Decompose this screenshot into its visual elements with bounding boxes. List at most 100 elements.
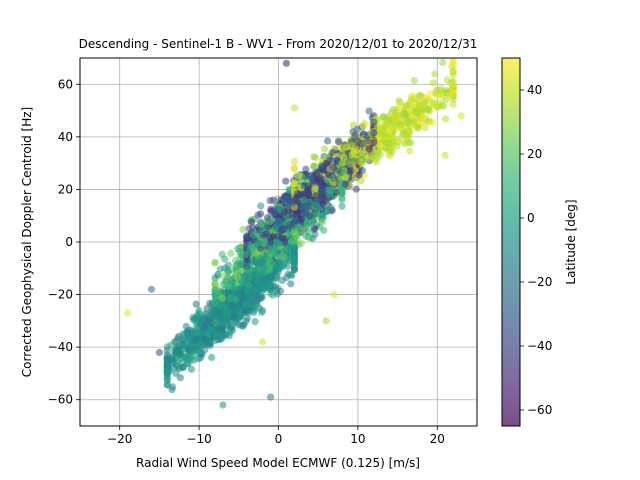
scatter-point	[339, 144, 347, 152]
scatter-point	[288, 237, 296, 245]
scatter-point	[271, 224, 279, 232]
scatter-point	[370, 138, 378, 147]
scatter-point	[259, 232, 267, 240]
scatter-point	[411, 107, 419, 115]
scatter-point	[195, 321, 203, 329]
scatter-point	[267, 260, 275, 268]
scatter-point	[211, 274, 219, 282]
scatter-point	[385, 139, 393, 147]
scatter-point	[426, 89, 434, 98]
scatter-point	[312, 171, 320, 179]
scatter-point	[290, 219, 298, 227]
scatter-point	[248, 242, 256, 250]
scatter-point	[421, 124, 429, 132]
y-tick-label: 40	[58, 130, 73, 144]
scatter-point	[196, 348, 204, 356]
scatter-point	[282, 59, 290, 67]
x-tick-label: −20	[107, 432, 132, 446]
scatter-point	[225, 282, 233, 290]
scatter-point	[382, 119, 390, 127]
scatter-point	[407, 95, 415, 103]
colorbar-tick-label: 20	[527, 147, 542, 161]
scatter-point	[442, 115, 450, 123]
scatter-point	[406, 139, 415, 147]
x-axis-label: Radial Wind Speed Model ECMWF (0.125) [m…	[136, 456, 420, 470]
scatter-point	[191, 343, 199, 351]
scatter-point	[266, 197, 274, 205]
scatter-point	[258, 308, 266, 316]
scatter-point	[241, 251, 250, 259]
scatter-point	[206, 341, 214, 350]
colorbar-tick-label: 40	[527, 83, 542, 97]
scatter-point	[215, 324, 223, 332]
scatter-point	[163, 346, 171, 355]
scatter-point	[386, 126, 394, 134]
scatter-point	[163, 366, 171, 375]
scatter-point	[282, 177, 290, 185]
scatter-point	[388, 148, 396, 156]
scatter-point	[236, 261, 244, 269]
scatter-point	[249, 231, 257, 239]
scatter-point	[221, 255, 229, 263]
scatter-point	[310, 153, 318, 161]
scatter-point	[167, 341, 175, 349]
y-tick-label: −60	[48, 393, 73, 407]
scatter-point	[429, 79, 437, 87]
scatter-point	[227, 249, 235, 257]
scatter-point	[290, 259, 298, 267]
scatter-point	[239, 225, 247, 233]
scatter-point	[338, 202, 346, 210]
scatter-point	[365, 107, 373, 115]
scatter-point	[405, 127, 413, 135]
scatter-point	[406, 147, 414, 155]
scatter-point	[267, 393, 275, 401]
scatter-point	[359, 157, 367, 165]
scatter-point	[270, 282, 279, 290]
scatter-point	[402, 101, 411, 109]
x-tick-label: 0	[275, 432, 283, 446]
scatter-point	[237, 278, 245, 286]
scatter-point	[342, 173, 350, 181]
scatter-point	[410, 118, 418, 126]
scatter-point	[264, 284, 273, 292]
scatter-point	[401, 140, 409, 148]
colorbar-tick-label: −60	[527, 403, 552, 417]
scatter-point	[155, 348, 163, 356]
scatter-point	[275, 217, 283, 225]
x-tick-label: 20	[430, 432, 445, 446]
scatter-point	[252, 277, 261, 285]
scatter-point	[449, 100, 457, 108]
scatter-point	[242, 300, 250, 308]
scatter-point	[330, 291, 338, 299]
scatter-point	[285, 243, 293, 251]
scatter-point	[341, 180, 349, 188]
y-tick-label: 20	[58, 182, 73, 196]
scatter-point	[414, 123, 422, 131]
scatter-point	[449, 58, 457, 66]
scatter-point	[243, 287, 251, 295]
scatter-point	[290, 246, 298, 254]
scatter-point	[250, 304, 258, 312]
scatter-point	[288, 199, 297, 207]
scatter-point	[229, 312, 237, 320]
scatter-point	[449, 68, 457, 76]
scatter-point	[252, 297, 260, 305]
scatter-point	[212, 293, 220, 301]
scatter-point	[370, 129, 378, 137]
scatter-point	[219, 401, 227, 409]
scatter-point	[257, 220, 265, 228]
scatter-point	[275, 232, 283, 240]
scatter-point	[449, 90, 457, 98]
scatter-point	[365, 145, 373, 153]
scatter-point	[185, 340, 193, 348]
scatter-point	[355, 171, 363, 179]
scatter-point	[170, 358, 178, 366]
scatter-point	[431, 70, 439, 78]
scatter-point	[195, 306, 203, 314]
scatter-point	[287, 280, 295, 288]
scatter-point	[163, 357, 171, 365]
scatter-point	[329, 163, 338, 171]
scatter-point	[313, 179, 321, 187]
scatter-point	[328, 187, 336, 195]
scatter-point	[449, 80, 457, 88]
